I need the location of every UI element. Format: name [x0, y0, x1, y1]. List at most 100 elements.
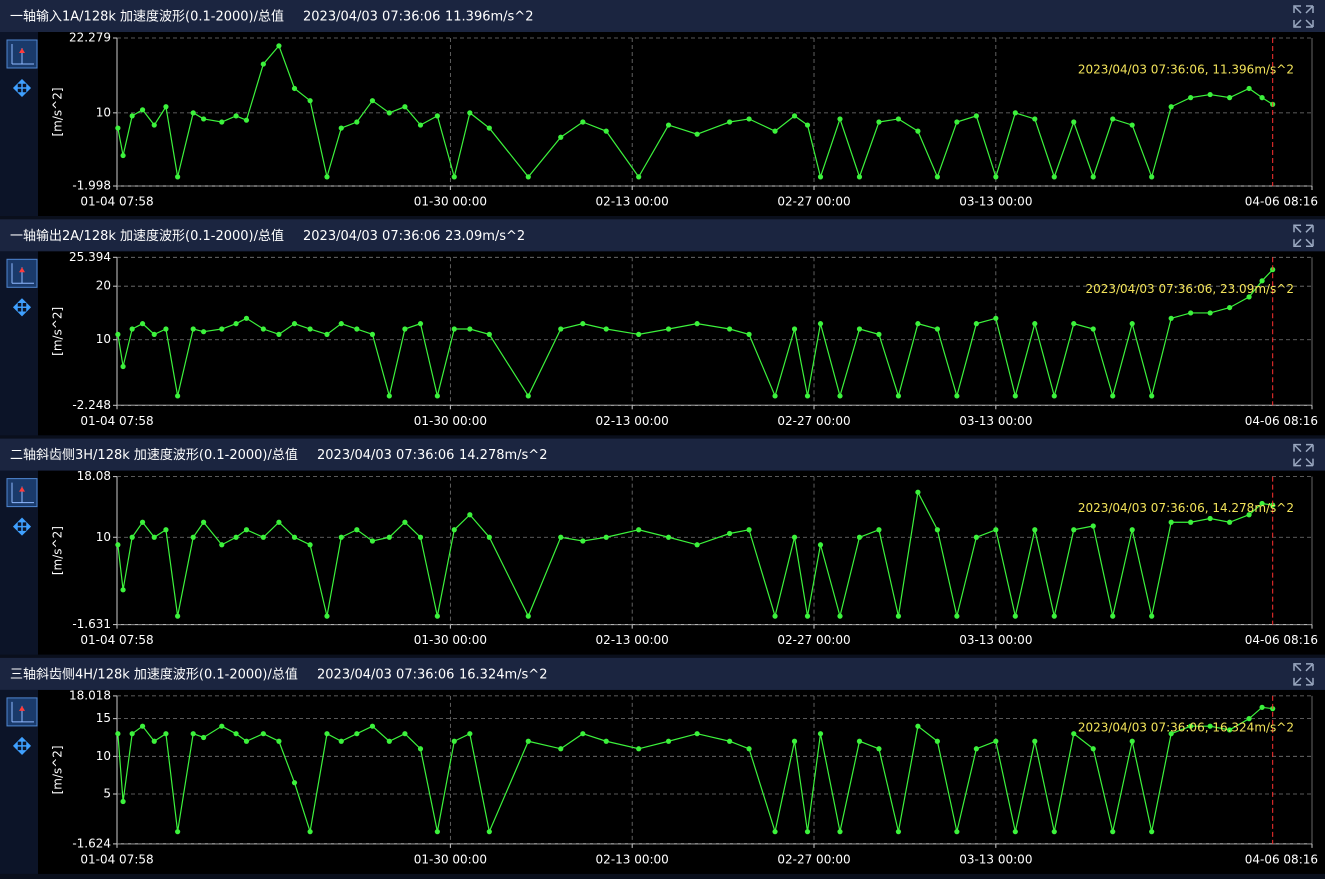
data-point [726, 738, 733, 744]
data-point [1149, 174, 1155, 180]
data-point [993, 527, 999, 533]
data-point [129, 731, 135, 737]
move-tool-icon[interactable] [12, 736, 32, 755]
data-point [876, 527, 882, 533]
data-point [338, 125, 344, 131]
data-point [1032, 738, 1038, 744]
data-point [1032, 321, 1038, 327]
data-point [1168, 315, 1174, 321]
data-point [954, 393, 960, 399]
move-tool-icon[interactable] [12, 517, 32, 536]
data-point [791, 326, 798, 332]
data-point [915, 321, 921, 327]
data-point [115, 331, 121, 337]
expand-icon[interactable] [1293, 224, 1314, 248]
data-point [201, 519, 207, 525]
data-point [1227, 95, 1233, 101]
data-point [486, 534, 492, 540]
data-point [746, 116, 752, 122]
data-point [993, 315, 999, 321]
data-point [856, 326, 863, 332]
data-point [354, 326, 360, 332]
x-tick-label: 01-04 07:58 [80, 414, 153, 428]
data-point [934, 174, 940, 180]
header-timestamp: 2023/04/03 07:36:06 [317, 448, 454, 463]
header-value: 23.09m/s^2 [445, 229, 525, 244]
header-bar [0, 219, 1325, 252]
data-point [1259, 500, 1265, 507]
data-point [190, 731, 196, 737]
axis-tool-arrow [19, 267, 25, 273]
data-point [973, 113, 979, 119]
data-point [694, 731, 700, 737]
data-point [1110, 393, 1116, 399]
data-point [1227, 727, 1233, 733]
data-point [139, 519, 146, 525]
data-point [434, 393, 440, 399]
data-point [163, 731, 169, 737]
axis-tool-arrow [19, 48, 25, 53]
data-point [665, 122, 672, 128]
data-point [726, 326, 733, 332]
data-point [1051, 393, 1057, 399]
data-point [307, 542, 313, 548]
data-point [973, 321, 979, 327]
data-point [804, 122, 811, 128]
data-point [386, 110, 392, 116]
data-point [219, 119, 225, 125]
data-point [665, 326, 672, 332]
expand-icon[interactable] [1293, 663, 1314, 686]
data-point [1188, 723, 1194, 729]
data-point [1090, 523, 1096, 529]
data-point [486, 829, 492, 835]
data-point [558, 134, 564, 140]
data-point [190, 534, 196, 540]
data-point [417, 534, 424, 540]
panel-bg [38, 470, 1325, 655]
expand-icon[interactable] [1293, 5, 1314, 28]
data-point [201, 734, 207, 741]
data-point [954, 119, 960, 125]
data-point [402, 104, 408, 110]
data-point [307, 326, 313, 332]
data-point [115, 125, 121, 131]
x-tick-label: 01-04 07:58 [80, 852, 153, 866]
data-point [580, 119, 586, 125]
data-point [1259, 704, 1265, 710]
data-point [291, 321, 298, 327]
x-tick-label: 02-27 00:00 [777, 633, 850, 647]
data-point [665, 534, 672, 540]
y-tick-label: 10 [96, 105, 111, 119]
data-point [451, 527, 457, 533]
data-point [1012, 110, 1018, 116]
move-tool-icon[interactable] [12, 298, 32, 317]
x-tick-label: 01-04 07:58 [80, 195, 153, 209]
data-point [417, 746, 424, 752]
data-point [434, 113, 440, 119]
axis-tool-arrow [19, 705, 25, 711]
data-point [120, 798, 126, 805]
y-tick-label: 5 [103, 786, 111, 800]
data-point [694, 542, 700, 548]
data-point [817, 321, 824, 327]
data-point [694, 321, 700, 327]
data-point [817, 542, 824, 548]
data-point [324, 613, 330, 619]
header-timestamp: 2023/04/03 07:36:06 [303, 10, 440, 25]
expand-icon[interactable] [1293, 443, 1314, 467]
data-point [451, 738, 457, 744]
data-point [175, 829, 181, 835]
y-axis-label: [m/s^2] [51, 307, 65, 356]
data-point [175, 174, 181, 180]
data-point [1051, 613, 1057, 619]
data-point [291, 780, 298, 786]
data-point [1129, 321, 1135, 327]
data-point [1090, 746, 1096, 752]
move-tool-icon[interactable] [12, 78, 32, 98]
data-point [338, 738, 344, 744]
data-point [243, 315, 250, 321]
y-tick-label: 18.018 [69, 688, 111, 702]
data-point [1168, 519, 1174, 525]
data-point [417, 122, 424, 128]
data-point [120, 363, 126, 370]
